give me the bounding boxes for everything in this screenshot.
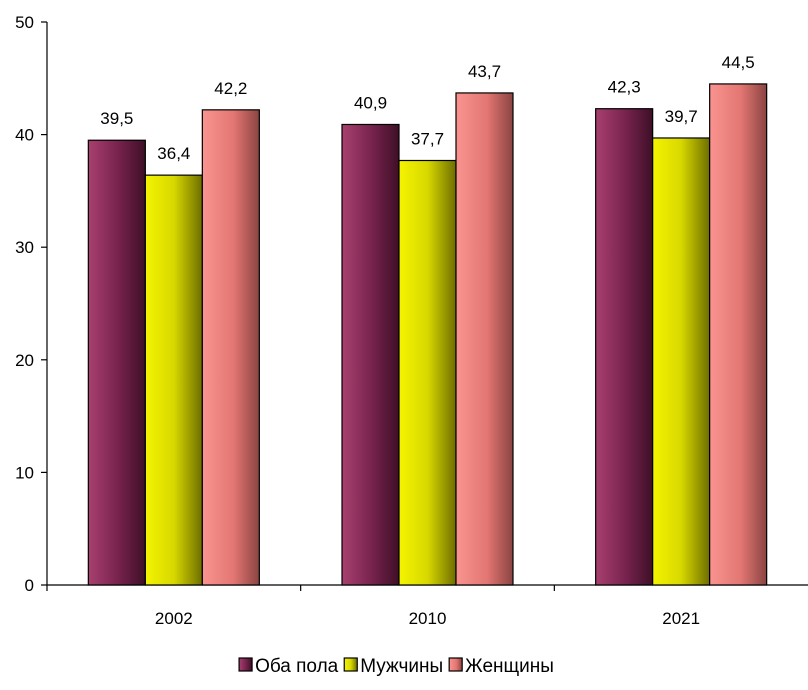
legend: Оба пола Мужчины Женщины bbox=[238, 656, 554, 677]
legend-label: Оба пола bbox=[255, 656, 339, 677]
legend-swatch bbox=[343, 657, 358, 672]
bar bbox=[144, 174, 203, 586]
data-label: 40,9 bbox=[354, 93, 387, 112]
y-tick-label: 0 bbox=[25, 576, 34, 595]
data-label: 39,5 bbox=[100, 109, 133, 128]
bar bbox=[652, 137, 711, 586]
data-label: 43,7 bbox=[468, 62, 501, 81]
x-tick-label: 2002 bbox=[155, 609, 193, 628]
legend-swatch bbox=[238, 657, 253, 672]
bar bbox=[398, 159, 457, 586]
bar bbox=[455, 92, 514, 586]
bar bbox=[595, 108, 654, 586]
y-tick-label: 30 bbox=[15, 238, 34, 257]
bar bbox=[341, 123, 400, 586]
y-tick-label: 50 bbox=[15, 13, 34, 32]
data-label: 42,2 bbox=[214, 79, 247, 98]
bars bbox=[87, 83, 768, 586]
data-label: 39,7 bbox=[665, 107, 698, 126]
data-label: 42,3 bbox=[608, 78, 641, 97]
legend-swatch bbox=[448, 657, 463, 672]
legend-label: Мужчины bbox=[360, 656, 443, 677]
data-label: 37,7 bbox=[411, 129, 444, 148]
axes: 0 10 20 30 40 50 2002 2010 2021 bbox=[15, 13, 808, 628]
bar bbox=[201, 109, 260, 586]
y-tick-label: 10 bbox=[15, 463, 34, 482]
y-tick-label: 20 bbox=[15, 351, 34, 370]
data-labels: 39,5 36,4 42,2 40,9 37,7 43,7 42,3 39,7 44,5 bbox=[100, 53, 754, 163]
data-label: 36,4 bbox=[157, 144, 190, 163]
bar bbox=[709, 83, 768, 586]
y-tick-label: 40 bbox=[15, 126, 34, 145]
bar bbox=[87, 139, 146, 586]
data-label: 44,5 bbox=[722, 53, 755, 72]
x-tick-label: 2021 bbox=[662, 609, 700, 628]
legend-label: Женщины bbox=[465, 656, 554, 677]
x-tick-label: 2010 bbox=[409, 609, 447, 628]
